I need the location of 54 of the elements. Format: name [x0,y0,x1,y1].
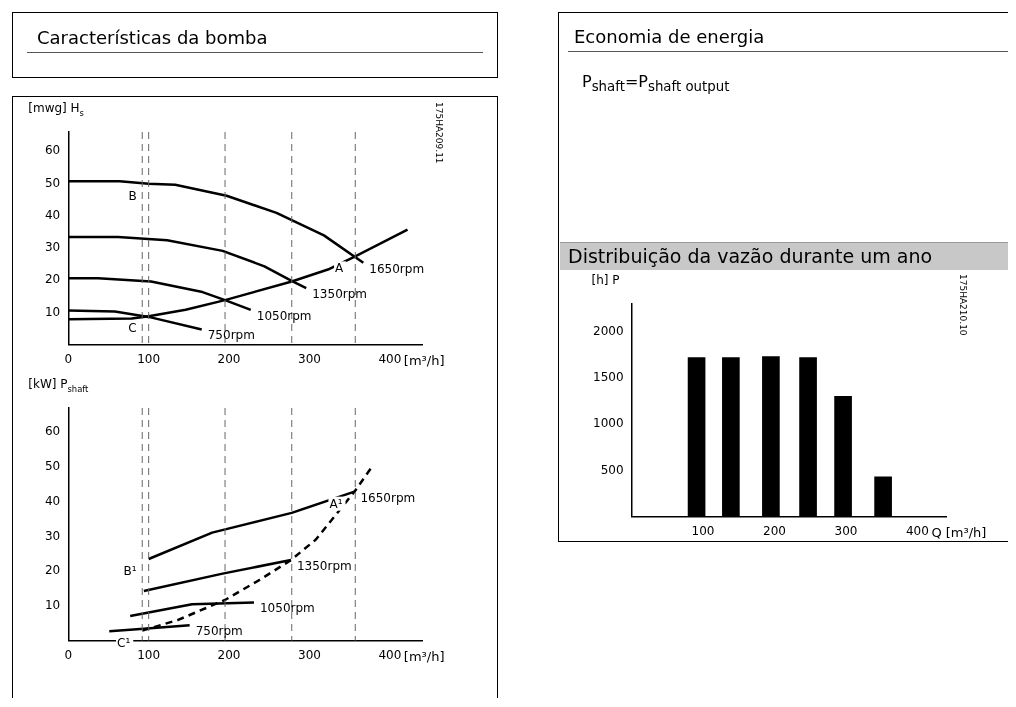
y-tick-label: 40 [44,493,61,508]
x-tick-label: 100 [137,647,161,662]
chart-title: Características da bomba [27,13,483,53]
x-axis-title: Q [m³/h] [931,524,987,540]
chart-title: Distribuição da vazão durante um ano [567,244,934,269]
x-axis-title: [m³/h] [403,352,445,368]
series-label: 1050rpm [259,601,315,616]
text: 175HA210.10 [958,274,968,336]
x-tick-label: 200 [217,351,241,366]
x-tick-label: 200 [763,523,786,538]
y-tick-label: 20 [44,563,61,578]
y-tick-label: 30 [44,528,61,543]
y-tick-label: 1500 [592,370,624,385]
annotation: B [128,188,137,203]
series-label: 1350rpm [296,559,352,574]
annotation: A [335,261,345,276]
text: 175HA209.11 [434,102,444,164]
y-tick-label: 10 [44,304,61,319]
y-tick-label: 20 [44,272,61,287]
y-axis-title: [h] P [591,273,620,287]
series-label: 1050rpm [256,308,312,323]
x-tick-label: 400 [378,647,402,662]
text: Economia de energia [573,25,766,49]
annotation: C¹ [117,635,131,650]
y-tick-label: 2000 [592,323,624,338]
series-label: 1650rpm [369,261,425,276]
y-tick-label: 60 [44,143,61,158]
x-tick-label: 0 [64,647,73,662]
x-tick-label: 300 [834,523,858,538]
series-label: 1650rpm [360,490,416,505]
x-tick-label: 100 [691,523,715,538]
y-tick-label: 500 [600,462,624,477]
y-tick-label: 1000 [592,416,624,431]
annotation: B¹ [123,564,137,579]
y-tick-label: 50 [44,459,61,474]
x-tick-label: 400 [378,351,402,366]
y-tick-label: 40 [44,207,61,222]
y-tick-label: 30 [44,240,61,255]
annotation: C [128,321,137,336]
x-axis-title: [m³/h] [403,648,445,664]
x-tick-label: 400 [905,523,929,538]
y-tick-label: 10 [44,598,61,613]
text: P$_{shaft}$=P$_{shaft output}$ [581,71,731,95]
series-label: 1350rpm [312,287,368,302]
series-label: 750rpm [207,328,255,343]
y-tick-label: 50 [44,175,61,190]
x-tick-label: 300 [298,351,321,366]
y-tick-label: 60 [44,424,61,439]
x-tick-label: 100 [137,351,161,366]
x-tick-label: 300 [298,647,321,662]
annotation: A¹ [329,496,343,511]
x-tick-label: 200 [217,647,241,662]
x-tick-label: 0 [64,351,73,366]
series-label: 750rpm [195,624,243,639]
